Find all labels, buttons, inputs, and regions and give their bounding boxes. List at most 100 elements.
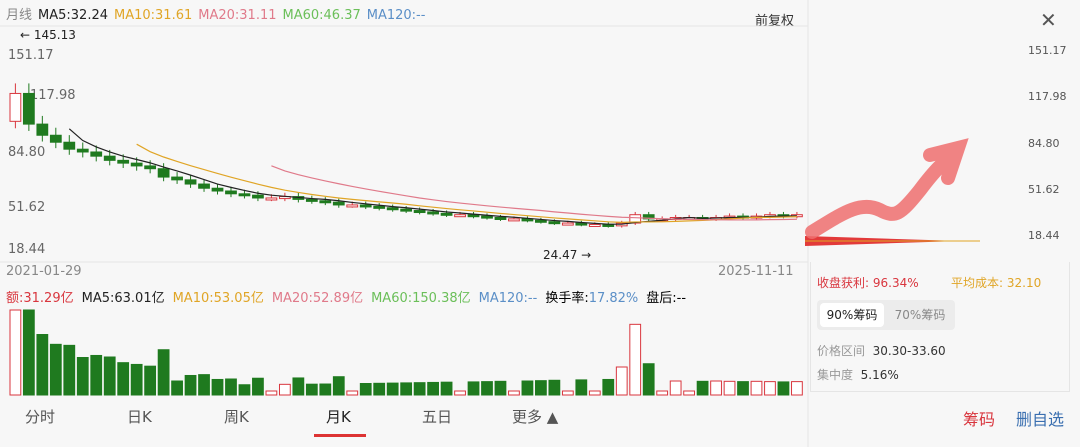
candle <box>76 148 89 153</box>
volume-bar <box>332 376 345 396</box>
volume-bar <box>454 390 466 396</box>
candle <box>454 214 466 218</box>
close-icon[interactable]: ✕ <box>1040 8 1057 32</box>
candle <box>427 211 439 215</box>
y-tick: 117.98 <box>30 88 76 103</box>
ma-legend: 月线 MA5:32.24 MA10:31.61 MA20:31.11 MA60:46.3… <box>6 8 431 24</box>
y-tick: 151.17 <box>8 48 54 63</box>
volume-bar <box>359 383 372 396</box>
volume-bar <box>171 380 183 396</box>
tab-90-chips[interactable]: 90%筹码 <box>820 303 884 327</box>
candle <box>157 168 170 178</box>
y-tick-right: 18.44 <box>1028 229 1060 242</box>
volume-bar <box>9 309 22 396</box>
candle <box>90 151 103 157</box>
volume-bar <box>117 362 130 396</box>
tab-more[interactable]: 更多 ▲ <box>512 408 559 426</box>
tab-monthly[interactable]: 月K <box>326 408 351 426</box>
candle <box>171 176 183 181</box>
candle <box>332 201 345 206</box>
volume-bar <box>669 380 682 396</box>
volume-bar <box>791 381 803 396</box>
volume-bar <box>521 380 534 396</box>
candle <box>305 198 318 202</box>
volume-bar <box>656 390 669 396</box>
candle <box>265 197 278 201</box>
volume-bar <box>683 390 696 396</box>
conc-value: 5.16% <box>860 368 899 382</box>
candle <box>144 165 157 170</box>
volume-bar <box>615 366 628 396</box>
ma5-label: MA5:32.24 <box>38 8 108 23</box>
volume-bar <box>238 384 251 396</box>
volume-bar <box>642 363 655 396</box>
ma20-line <box>271 165 797 221</box>
ma120-label: MA120:-- <box>366 8 426 23</box>
start-date: 2021-01-29 <box>6 264 82 279</box>
candle <box>63 141 76 150</box>
volume-bar <box>198 374 210 396</box>
volume-bar <box>305 383 318 396</box>
volume-bar <box>63 344 76 396</box>
candle <box>184 179 197 185</box>
volume-bar <box>588 390 601 396</box>
hand-drawn-arrow <box>805 138 969 239</box>
high-value: 145.13 <box>33 28 76 42</box>
tab-daily[interactable]: 日K <box>127 408 152 426</box>
amount-label: 额:31.29亿 <box>6 291 74 306</box>
volume-bar <box>252 377 264 396</box>
active-tab-indicator <box>314 434 366 437</box>
y-tick-right: 51.62 <box>1028 183 1060 196</box>
volume-bar <box>346 390 359 396</box>
vol-ma20: MA20:52.89亿 <box>271 291 364 306</box>
volume-bar <box>130 363 143 396</box>
volume-bar <box>278 383 291 396</box>
volume-bar <box>265 390 278 396</box>
volume-bar <box>225 378 237 396</box>
tab-weekly[interactable]: 周K <box>224 408 249 426</box>
chips-button[interactable]: 筹码 <box>963 410 996 429</box>
volume-bar <box>413 382 426 396</box>
candle <box>36 123 49 136</box>
candle <box>225 190 237 195</box>
adjust-button[interactable]: 前复权 <box>755 14 795 29</box>
concentration: 集中度 5.16% <box>817 366 899 383</box>
volume-bar <box>629 323 642 396</box>
tab-intraday[interactable]: 分时 <box>25 408 56 426</box>
high-marker: ← 145.13 <box>20 28 76 42</box>
tab-five-day[interactable]: 五日 <box>422 408 453 426</box>
ma60-label: MA60:46.37 <box>282 8 361 23</box>
avg-cost-value: 32.10 <box>1006 276 1042 290</box>
volume-bar <box>481 381 493 396</box>
volume-bar <box>750 380 763 396</box>
low-marker: 24.47 → <box>543 248 592 262</box>
y-tick: 84.80 <box>8 145 46 160</box>
volume-bar <box>22 309 35 396</box>
candle <box>588 223 601 227</box>
volume-bar <box>494 380 507 396</box>
chip-panel: 收盘获利: 96.34% 平均成本: 32.10 90%筹码 70%筹码 价格区… <box>810 262 1070 392</box>
remove-watchlist-button[interactable]: 删自选 <box>1016 410 1065 429</box>
volume-legend: 额:31.29亿 MA5:63.01亿 MA10:53.05亿 MA20:52.89亿… <box>6 287 694 306</box>
candle <box>440 212 453 216</box>
volume-bar <box>400 382 413 396</box>
volume-bar <box>90 354 103 396</box>
period-tabs: 分时 日K 周K 月K 五日 更多 ▲ <box>0 398 810 447</box>
ma10-label: MA10:31.61 <box>114 8 193 23</box>
volume-bar <box>777 381 790 396</box>
vol-ma120: MA120:-- <box>478 291 538 306</box>
y-tick-right: 84.80 <box>1028 137 1060 150</box>
y-tick-right: 151.17 <box>1028 44 1067 57</box>
end-date: 2025-11-11 <box>718 264 794 279</box>
volume-bar <box>36 334 49 396</box>
profit-label: 收盘获利: <box>817 276 870 290</box>
tab-70-chips[interactable]: 70%筹码 <box>894 308 946 322</box>
vol-ma60: MA60:150.38亿 <box>371 291 471 306</box>
volume-bar <box>602 378 615 396</box>
volume-bar <box>710 380 722 396</box>
low-value: 24.47 <box>543 248 578 262</box>
volume-bar <box>292 377 305 396</box>
price-range: 价格区间 30.30-33.60 <box>817 342 946 359</box>
y-tick: 18.44 <box>8 242 46 257</box>
